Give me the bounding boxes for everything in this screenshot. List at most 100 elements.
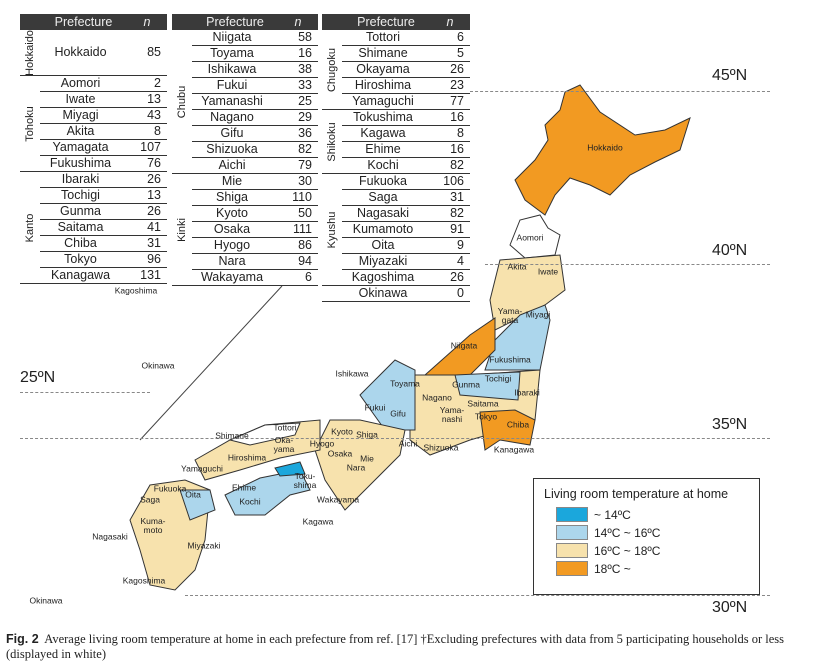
legend-item: 14ºC ~ 16ºC bbox=[556, 525, 759, 540]
lat-45-line bbox=[470, 91, 770, 92]
prefecture-n: 4 bbox=[457, 254, 464, 268]
table-row: Wakayama 6 bbox=[192, 270, 318, 285]
prefecture-n: 82 bbox=[450, 158, 464, 172]
prefecture-name: Oita bbox=[371, 238, 395, 252]
map-label-hiroshima: Hiroshima bbox=[227, 452, 267, 463]
table-row: Oita 9 bbox=[342, 238, 470, 254]
prefecture-name: Tochigi bbox=[61, 188, 100, 202]
prefecture-n: 16 bbox=[298, 46, 312, 60]
prefecture-n: 9 bbox=[457, 238, 464, 252]
prefecture-name: Yamagata bbox=[52, 140, 109, 154]
prefecture-name: Saga bbox=[368, 190, 398, 204]
map-label-shimane: Shimane bbox=[215, 430, 249, 441]
table-row: Iwate 13 bbox=[40, 92, 167, 108]
region-hokkaido bbox=[514, 84, 691, 216]
map-label-saga: Saga bbox=[140, 494, 160, 505]
map-label-nagasaki: Nagasaki bbox=[92, 531, 128, 542]
region-group: Tohoku Aomori 2 Iwate 13 Miyagi 43 Akita 8 Yamaga… bbox=[20, 76, 167, 172]
region-group: Chugoku Tottori 6 Shimane 5 Okayama 26 Hiroshim… bbox=[322, 30, 470, 110]
header-prefecture: Prefecture bbox=[54, 15, 113, 29]
lat-25-line bbox=[20, 392, 150, 393]
map-label-fukuoka: Fukuoka bbox=[153, 483, 187, 494]
table-row: Kanagawa 131 bbox=[40, 268, 167, 283]
map-label-kagoshima-arrow: Kagoshima bbox=[114, 285, 158, 296]
prefecture-name: Mie bbox=[221, 174, 243, 188]
prefecture-name: Miyagi bbox=[62, 108, 99, 122]
table-row: Ehime 16 bbox=[342, 142, 470, 158]
prefecture-n: 86 bbox=[298, 238, 312, 252]
table-row: Hiroshima 23 bbox=[342, 78, 470, 94]
prefecture-n: 82 bbox=[298, 142, 312, 156]
header-prefecture: Prefecture bbox=[206, 15, 264, 29]
table-row: Shizuoka 82 bbox=[192, 142, 318, 158]
table-row: Osaka 111 bbox=[192, 222, 318, 238]
map-label-ibaraki: Ibaraki bbox=[514, 387, 540, 398]
map-label-hokkaido: Hokkaido bbox=[587, 142, 623, 153]
region-kagawa bbox=[274, 461, 306, 477]
map-label-kumamoto: Kuma- moto bbox=[140, 516, 166, 535]
prefecture-n: 77 bbox=[450, 94, 464, 108]
lat-35-label: 35ºN bbox=[712, 416, 748, 433]
prefecture-n: 30 bbox=[298, 174, 312, 188]
map-label-aichi: Aichi bbox=[398, 438, 418, 449]
table-row: Mie 30 bbox=[192, 174, 318, 190]
prefecture-n: 6 bbox=[457, 30, 464, 44]
prefecture-n: 29 bbox=[298, 110, 312, 124]
prefecture-name: Iwate bbox=[65, 92, 96, 106]
prefecture-name: Saitama bbox=[57, 220, 104, 234]
inset-divider bbox=[139, 285, 283, 441]
table-row: Kumamoto 91 bbox=[342, 222, 470, 238]
region-group: Kinki Mie 30 Shiga 110 Kyoto 50 Osaka 111 Hyogo 86… bbox=[172, 174, 318, 286]
prefecture-n: 91 bbox=[450, 222, 464, 236]
prefecture-n: 13 bbox=[147, 92, 161, 106]
legend: Living room temperature at home ~ 14ºC 14… bbox=[533, 478, 760, 595]
region-group: Chubu Niigata 58 Toyama 16 Ishikawa 38 Fukui 33 Y… bbox=[172, 30, 318, 174]
lat-40-label: 40ºN bbox=[712, 242, 748, 259]
map-label-wakayama: Wakayama bbox=[316, 494, 360, 505]
prefecture-name: Toyama bbox=[210, 46, 254, 60]
prefecture-name: Yamanashi bbox=[201, 94, 263, 108]
map-label-akita: Akita bbox=[507, 261, 527, 272]
legend-label: 14ºC ~ 16ºC bbox=[594, 525, 661, 540]
prefecture-n: 106 bbox=[443, 174, 464, 188]
prefecture-n: 6 bbox=[305, 270, 312, 284]
legend-swatch bbox=[556, 507, 588, 522]
region-group: Okinawa 0 bbox=[322, 286, 470, 302]
figure-caption: Fig. 2 Average living room temperature a… bbox=[6, 632, 828, 662]
legend-label: 18ºC ~ bbox=[594, 561, 631, 576]
legend-item: 16ºC ~ 18ºC bbox=[556, 543, 759, 558]
prefecture-name: Osaka bbox=[213, 222, 251, 236]
map-label-oita: Oita bbox=[185, 489, 201, 500]
prefecture-name: Tottori bbox=[365, 30, 401, 44]
prefecture-name: Okinawa bbox=[358, 286, 408, 300]
map-label-tochigi: Tochigi bbox=[484, 373, 512, 384]
table-row: Toyama 16 bbox=[192, 46, 318, 62]
prefecture-n: 111 bbox=[292, 222, 312, 236]
prefecture-name: Gifu bbox=[220, 126, 244, 140]
prefecture-name: Kanagawa bbox=[50, 268, 111, 282]
table-row: Tottori 6 bbox=[342, 30, 470, 46]
lat-25-label: 25ºN bbox=[20, 369, 56, 386]
map-label-okinawa-arrow: Okinawa bbox=[29, 595, 63, 606]
japan-map bbox=[129, 84, 691, 591]
table-row: Gunma 26 bbox=[40, 204, 167, 220]
map-label-yamagata: Yama- gata bbox=[497, 306, 523, 325]
table-row: Nara 94 bbox=[192, 254, 318, 270]
table-row: Tochigi 13 bbox=[40, 188, 167, 204]
prefecture-name: Fukui bbox=[216, 78, 248, 92]
table-row: Tokushima 16 bbox=[342, 110, 470, 126]
prefecture-name: Ishikawa bbox=[207, 62, 257, 76]
map-label-nara: Nara bbox=[346, 462, 366, 473]
prefecture-name: Hyogo bbox=[213, 238, 251, 252]
legend-swatch bbox=[556, 525, 588, 540]
map-label-hyogo: Hyogo bbox=[309, 438, 335, 449]
legend-title: Living room temperature at home bbox=[544, 487, 729, 501]
table-row: Hyogo 86 bbox=[192, 238, 318, 254]
prefecture-n: 13 bbox=[147, 188, 161, 202]
lat-45-label: 45ºN bbox=[712, 67, 748, 84]
map-label-miyazaki: Miyazaki bbox=[187, 540, 221, 551]
prefecture-n: 79 bbox=[298, 158, 312, 172]
prefecture-n: 5 bbox=[457, 46, 464, 60]
header-n: n bbox=[294, 15, 302, 29]
caption-label: Fig. 2 bbox=[6, 632, 39, 646]
